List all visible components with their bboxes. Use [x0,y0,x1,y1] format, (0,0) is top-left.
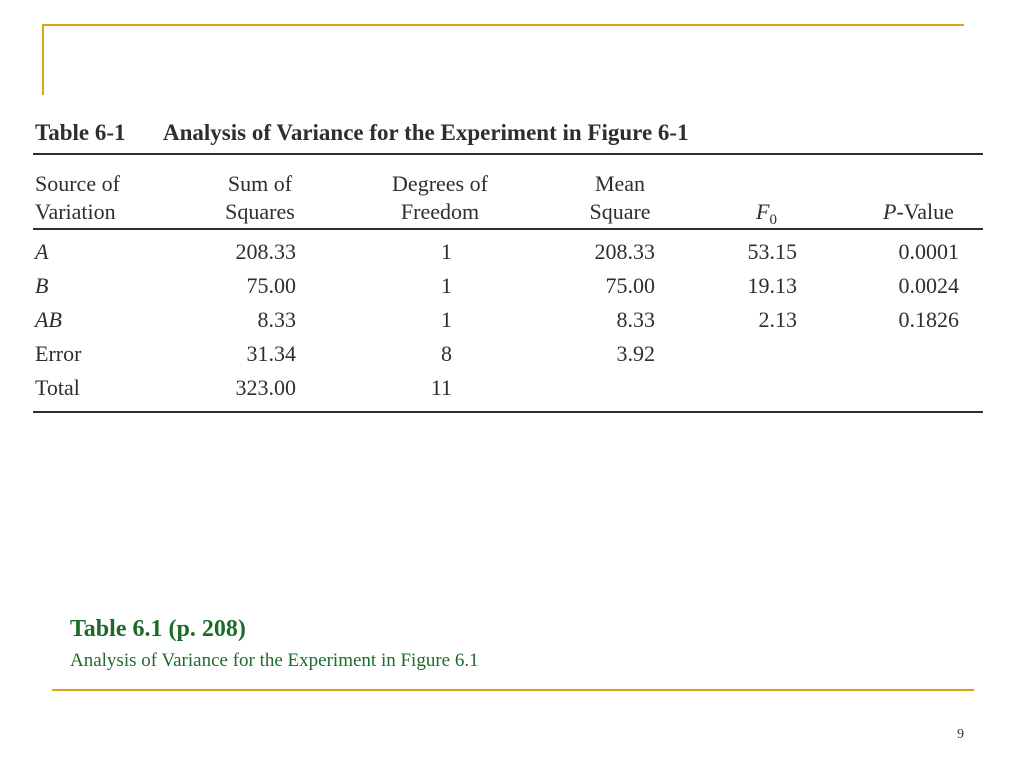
header-source-line2: Variation [35,199,116,224]
row-source: Error [35,341,82,366]
row-source: Total [35,375,80,400]
row-sum-of-squares: 208.33 [235,239,297,264]
header-ms-line2: Square [589,199,651,224]
table-header-rule [33,228,983,230]
row-f-value: 53.15 [747,239,798,264]
table-heading-text: Analysis of Variance for the Experiment … [163,120,689,145]
row-sum-of-squares: 75.00 [246,273,297,298]
row-source: AB [35,307,62,332]
row-source: B [35,273,49,298]
row-p-value: 0.1826 [898,307,960,332]
row-mean-square: 8.33 [616,307,656,332]
table-bottom-rule [33,411,983,413]
header-p-rest: -Value [896,199,954,224]
header-f-letter: F [756,199,770,224]
header-f-subscript: 0 [769,212,777,228]
left-accent-rule [42,24,44,95]
header-p-letter: P [883,199,897,224]
header-ss-line1: Sum of [227,171,293,196]
row-mean-square: 208.33 [594,239,656,264]
row-degrees-of-freedom: 1 [441,239,452,264]
caption-subtitle: Analysis of Variance for the Experiment … [70,650,479,671]
row-mean-square: 3.92 [616,341,656,366]
page-number: 9 [957,727,964,742]
row-source: A [35,239,49,264]
row-sum-of-squares: 323.00 [235,375,297,400]
top-accent-rule [42,24,964,26]
header-source-line1: Source of [35,171,120,196]
row-degrees-of-freedom: 11 [430,375,452,400]
row-degrees-of-freedom: 1 [441,307,452,332]
header-ss-line2: Squares [225,199,295,224]
caption-title: Table 6.1 (p. 208) [70,616,246,642]
row-mean-square: 75.00 [605,273,656,298]
header-df-line1: Degrees of [392,171,488,196]
row-sum-of-squares: 31.34 [246,341,297,366]
table-top-rule [33,153,983,155]
row-p-value: 0.0024 [898,273,960,298]
row-degrees-of-freedom: 8 [441,341,452,366]
header-p-value: P-Value [883,198,954,226]
row-f-value: 19.13 [747,273,798,298]
row-degrees-of-freedom: 1 [441,273,452,298]
bottom-accent-rule [52,689,974,691]
row-f-value: 2.13 [758,307,798,332]
header-ms-line1: Mean [594,171,646,196]
row-sum-of-squares: 8.33 [257,307,297,332]
header-f0: F0 [756,198,777,234]
row-p-value: 0.0001 [898,239,960,264]
header-df-line2: Freedom [400,199,480,224]
table-heading: Table 6-1 Analysis of Variance for the Ex… [35,120,689,146]
table-heading-number: Table 6-1 [35,120,126,145]
